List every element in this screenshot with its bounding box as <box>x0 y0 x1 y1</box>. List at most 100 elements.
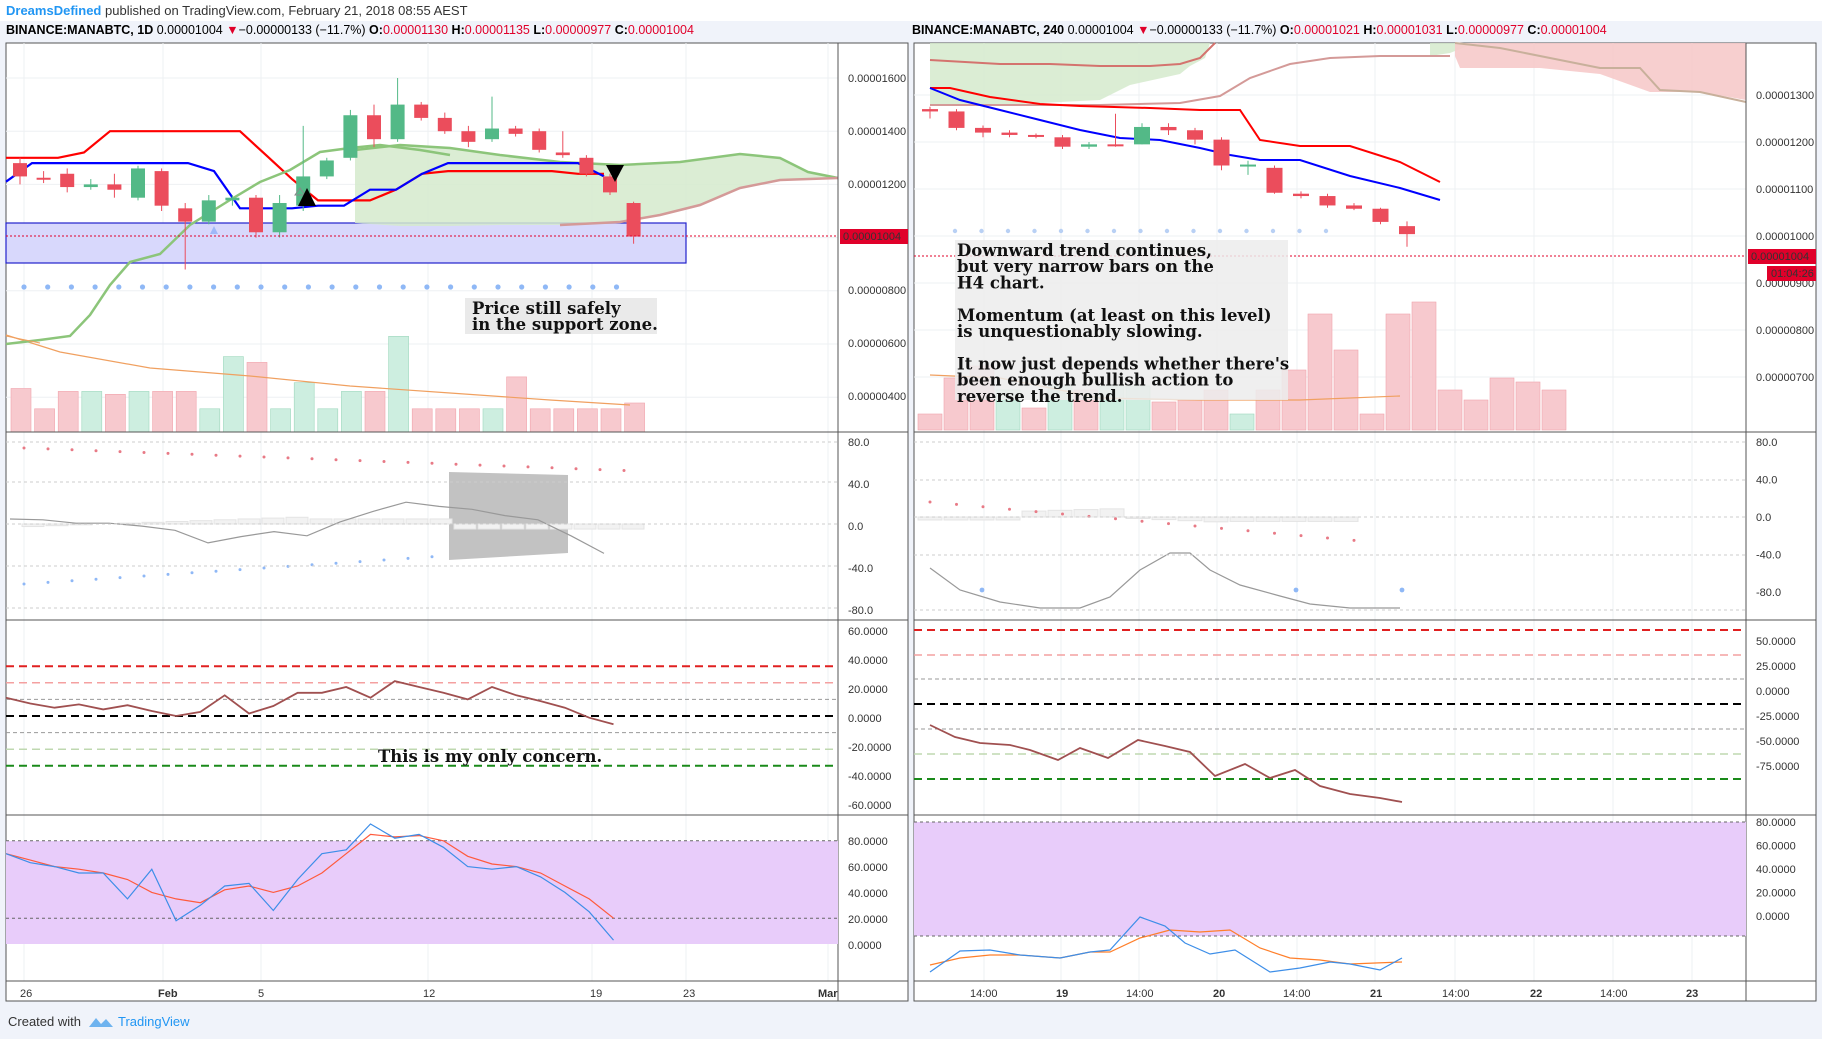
right-volume-bar <box>1229 413 1255 431</box>
left-dot <box>376 284 383 290</box>
right-osc2-tick: 0.0000 <box>1756 686 1790 698</box>
left-candle-down <box>555 152 570 156</box>
left-candle-up <box>83 184 98 188</box>
left-osc1-hist <box>381 518 405 525</box>
left-price-tick: 0.00000600 <box>848 338 906 350</box>
left-osc1-hist <box>501 523 525 530</box>
right-candle-down <box>948 111 965 128</box>
right-price-tick: 0.00001200 <box>1756 137 1814 149</box>
left-osc1-dot-red <box>430 461 434 465</box>
right-osc1-hist <box>1021 510 1047 518</box>
right-osc1-dot-red <box>1114 517 1117 521</box>
right-arrow: ▼ <box>1137 23 1150 37</box>
left-candle-up <box>485 128 499 140</box>
footer-brand[interactable]: TradingView <box>118 1014 190 1029</box>
right-stoch-tick: 60.0000 <box>1756 841 1796 853</box>
left-osc1-hist <box>189 520 213 525</box>
right-symbol-header: BINANCE:MANABTC, 240 0.00001004 ▼−0.0000… <box>912 21 1607 39</box>
right-oscillator-2 <box>914 629 1746 803</box>
left-volume-ma <box>5 334 631 406</box>
right-ichimoku-cloud <box>929 42 1747 106</box>
right-dot <box>1138 228 1143 234</box>
left-osc1-dot-red <box>190 452 194 456</box>
right-candle-up <box>1134 126 1150 145</box>
left-osc1-hist <box>525 523 549 530</box>
left-osc1-hist <box>357 518 381 525</box>
left-dot <box>329 284 335 290</box>
right-stoch-tick: 20.0000 <box>1756 888 1796 900</box>
right-l-label: L: <box>1446 23 1458 37</box>
left-candle-down <box>461 131 476 142</box>
left-dot <box>613 284 620 290</box>
left-dot <box>282 284 288 290</box>
left-dot <box>45 284 51 290</box>
right-osc1-hist <box>1307 516 1333 522</box>
left-volume-bar <box>577 408 598 433</box>
left-osc1-dot-red <box>622 469 626 472</box>
left-symbol[interactable]: BINANCE:MANABTC, 1D <box>6 23 154 37</box>
left-stoch-k <box>5 823 614 941</box>
left-last: 0.00001004 <box>156 23 223 37</box>
left-price-tick: 0.00000800 <box>848 285 906 297</box>
right-osc1-line <box>929 552 1400 609</box>
right-osc1-tick: 40.0 <box>1756 475 1777 487</box>
left-c-label: C: <box>614 23 628 37</box>
right-symbol[interactable]: BINANCE:MANABTC, 240 <box>912 23 1065 37</box>
left-stoch-tick: 80.0000 <box>848 836 888 848</box>
left-osc1-dot-red <box>166 451 170 455</box>
left-candle-up <box>319 160 334 177</box>
left-osc1-dot-red <box>550 466 554 470</box>
right-candle-down <box>1266 167 1283 193</box>
left-dot <box>519 284 525 290</box>
right-volume-bar <box>917 413 943 431</box>
left-low: 0.00000977 <box>545 23 612 37</box>
right-price-tick: 0.00000700 <box>1756 372 1814 384</box>
right-osc2-tick: -25.0000 <box>1756 711 1799 723</box>
left-volume-bar <box>388 335 409 433</box>
right-volume-bar <box>1021 407 1047 431</box>
right-dot <box>952 228 958 234</box>
left-time-tick: Mar <box>818 988 838 1000</box>
left-time-tick: Feb <box>158 988 178 1000</box>
axes-labels: 0.00001600 0.00001400 0.00001200 0.00001000… <box>20 73 1816 1000</box>
left-time-tick: 19 <box>590 988 602 1000</box>
left-osc1-tick: -80.0 <box>848 605 873 617</box>
right-stoch-tick: 40.0000 <box>1756 864 1796 876</box>
right-osc1-hist <box>1203 516 1229 523</box>
support-zone <box>5 222 687 264</box>
left-volume-bar <box>57 391 79 433</box>
left-o-label: O: <box>369 23 383 37</box>
publisher-user[interactable]: DreamsDefined <box>6 3 102 18</box>
right-time-tick: 14:00 <box>1600 988 1628 1000</box>
left-stoch-band <box>6 841 838 944</box>
left-volume-bar <box>128 391 150 433</box>
left-osc2-tick: -40.0000 <box>848 771 891 783</box>
right-price-tick: 0.00001300 <box>1756 90 1814 102</box>
left-symbol-header: BINANCE:MANABTC, 1D 0.00001004 ▼−0.00000… <box>6 21 694 39</box>
right-volume-bar <box>1489 377 1515 431</box>
right-dot <box>1323 228 1329 234</box>
left-osc1-dot-blue <box>238 568 242 572</box>
left-candle-up <box>201 200 216 222</box>
left-osc1-dot-blue <box>22 582 26 586</box>
right-osc1-dot-red <box>928 500 932 504</box>
right-candle-down <box>1293 193 1309 197</box>
right-ichimoku-lines <box>929 87 1441 201</box>
right-osc1-dot-blue <box>1399 587 1405 593</box>
right-dot <box>1111 228 1117 234</box>
right-osc2-tick: -50.0000 <box>1756 736 1799 748</box>
left-osc1-dot-red <box>454 462 458 466</box>
left-osc1-hist <box>621 523 645 530</box>
left-osc1-tick: 80.0 <box>848 437 869 449</box>
right-time-tick: 21 <box>1370 988 1382 1000</box>
left-osc2-tick: 20.0000 <box>848 684 888 696</box>
left-osc1-hist <box>573 523 597 530</box>
left-l-label: L: <box>533 23 546 37</box>
right-osc1-hist <box>995 516 1021 521</box>
left-candle-down <box>13 163 27 177</box>
right-volume-bar <box>1333 349 1359 431</box>
left-price-tick: 0.00001400 <box>848 126 906 138</box>
left-osc2-tick: -20.0000 <box>848 742 891 754</box>
left-stoch-tick: 60.0000 <box>848 862 888 874</box>
